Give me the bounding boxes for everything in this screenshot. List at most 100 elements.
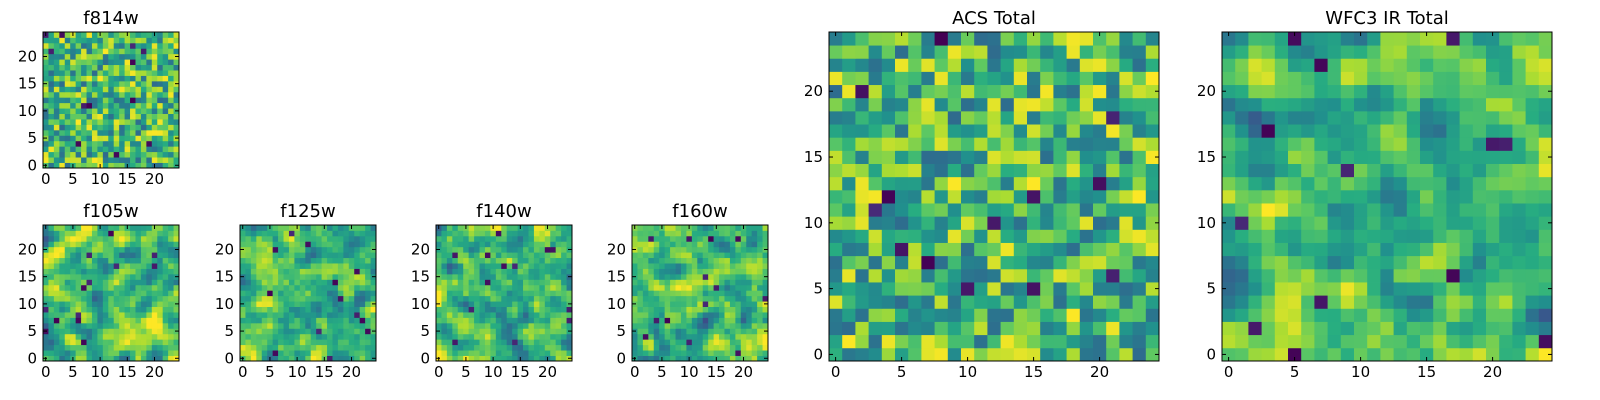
heatmap-cell xyxy=(1066,150,1081,164)
heatmap-cell xyxy=(555,350,562,356)
heatmap-cell xyxy=(974,71,988,86)
heatmap-cell xyxy=(108,97,115,104)
heatmap-cell xyxy=(479,225,486,231)
heatmap-cell xyxy=(921,203,935,217)
heatmap-cell xyxy=(70,42,77,49)
heatmap-cell xyxy=(719,263,725,269)
heatmap-cell xyxy=(108,108,115,114)
heatmap-cell xyxy=(680,339,687,346)
heatmap-cell xyxy=(528,295,535,302)
heatmap-cell xyxy=(53,339,60,346)
heatmap-cell xyxy=(64,246,71,253)
heatmap-cell xyxy=(1367,97,1381,112)
heatmap-cell xyxy=(343,295,350,302)
heatmap-cell xyxy=(842,347,856,362)
heatmap-cell xyxy=(855,124,869,138)
heatmap-cell xyxy=(43,102,49,109)
heatmap-cell xyxy=(1093,97,1107,112)
heatmap-cell xyxy=(1027,110,1041,125)
heatmap-cell xyxy=(124,75,131,82)
heatmap-cell xyxy=(961,176,975,191)
heatmap-cell xyxy=(708,241,714,248)
heatmap-cell xyxy=(102,129,109,136)
heatmap-cell xyxy=(43,322,49,329)
heatmap-cell xyxy=(523,355,529,362)
heatmap-cell xyxy=(64,157,71,163)
heatmap-cell xyxy=(1235,229,1249,243)
heatmap-cell xyxy=(135,91,142,98)
heatmap-cell xyxy=(86,235,93,242)
heatmap-cell xyxy=(370,350,377,356)
heatmap-cell xyxy=(961,71,975,86)
heatmap-cell xyxy=(53,48,60,55)
heatmap-cell xyxy=(1248,295,1262,309)
heatmap-cell xyxy=(1354,163,1368,178)
heatmap-cell xyxy=(740,235,747,242)
heatmap-cell xyxy=(272,241,279,248)
heatmap-cell xyxy=(1145,203,1160,217)
heatmap-cell xyxy=(157,279,164,286)
heatmap-cell xyxy=(1525,242,1540,257)
heatmap-cell xyxy=(670,252,676,259)
heatmap-cell xyxy=(151,59,158,66)
heatmap-cell xyxy=(146,225,153,231)
heatmap-cell xyxy=(53,333,60,340)
heatmap-cell xyxy=(168,322,174,329)
heatmap-cell xyxy=(512,246,518,253)
heatmap-cell xyxy=(162,328,169,335)
heatmap-cell xyxy=(881,216,896,230)
heatmap-cell xyxy=(746,284,753,291)
heatmap-cell xyxy=(555,279,562,286)
heatmap-cell xyxy=(146,241,153,248)
heatmap-cell xyxy=(173,113,180,120)
heatmap-cell xyxy=(91,350,98,356)
heatmap-cell xyxy=(974,255,988,270)
heatmap-cell xyxy=(1248,216,1262,230)
heatmap-cell xyxy=(327,344,333,351)
heatmap-cell xyxy=(130,135,136,142)
heatmap-cell xyxy=(895,58,909,72)
heatmap-cell xyxy=(59,350,66,356)
heatmap-cell xyxy=(1420,295,1434,309)
heatmap-cell xyxy=(1066,71,1081,86)
heatmap-cell xyxy=(1380,282,1394,296)
heatmap-cell xyxy=(452,312,459,318)
heatmap-cell xyxy=(75,97,82,104)
heatmap-cell xyxy=(140,75,147,82)
heatmap-cell xyxy=(1248,334,1262,349)
heatmap-cell xyxy=(53,53,60,60)
heatmap-cell xyxy=(495,355,502,362)
heatmap-cell xyxy=(463,317,470,324)
heatmap-cell xyxy=(1132,321,1147,336)
heatmap-cell xyxy=(474,301,480,307)
heatmap-cell xyxy=(43,312,49,318)
heatmap-cell xyxy=(261,279,268,286)
heatmap-cell xyxy=(436,312,442,318)
heatmap-cell xyxy=(1093,71,1107,86)
heatmap-cell xyxy=(757,312,763,318)
heatmap-cell xyxy=(91,268,98,275)
heatmap-cell xyxy=(1040,45,1054,59)
heatmap-cell xyxy=(1000,97,1015,112)
heatmap-cell xyxy=(533,252,540,259)
heatmap-cell xyxy=(119,263,125,269)
heatmap-cell xyxy=(1340,282,1355,296)
heatmap-cell xyxy=(48,162,55,169)
heatmap-cell xyxy=(457,317,464,324)
heatmap-cell xyxy=(855,32,869,46)
heatmap-cell xyxy=(288,225,295,231)
heatmap-cell xyxy=(1027,255,1041,270)
heatmap-cell xyxy=(173,317,180,324)
heatmap-cell xyxy=(48,75,55,82)
heatmap-cell xyxy=(1119,71,1133,86)
heatmap-cell xyxy=(680,333,687,340)
heatmap-cell xyxy=(283,355,290,362)
heatmap-cell xyxy=(59,59,66,66)
heatmap-cell xyxy=(1066,203,1081,217)
heatmap-cell xyxy=(59,37,66,44)
heatmap-cell xyxy=(81,102,87,109)
heatmap-cell xyxy=(1000,347,1015,362)
heatmap-cell xyxy=(729,328,736,335)
heatmap-cell xyxy=(1525,334,1540,349)
heatmap-cell xyxy=(151,322,158,329)
